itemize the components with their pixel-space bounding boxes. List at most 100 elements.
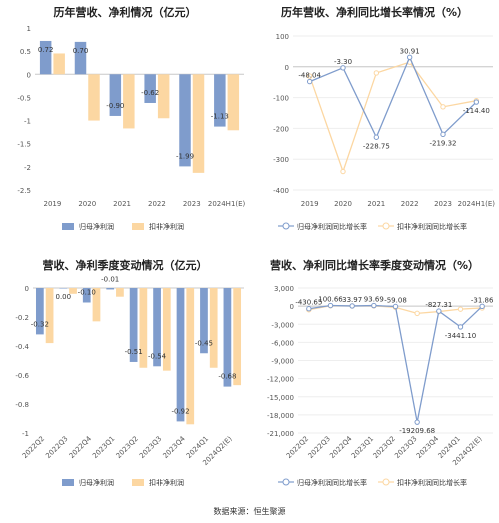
data-label: -3.30 [334, 58, 352, 66]
bar-parent-net-profit [106, 288, 115, 290]
y-tick-label: -0.6 [15, 372, 29, 380]
line-parent-net-profit-growth [308, 304, 483, 423]
bar-deducted-net-profit [233, 288, 242, 386]
y-tick-label: -100 [273, 95, 289, 103]
legend-label: 归母净利润 [79, 478, 114, 487]
y-tick-label: -1 [24, 118, 31, 126]
x-tick-label: 2023 [183, 200, 201, 208]
line-deducted-net-profit-growth [309, 61, 477, 174]
x-tick-label: 2022Q4 [328, 434, 354, 460]
annual-profit-panel: 历年营收、净利情况（亿元） 1 0.5 0 -0.5 -1 -1.5 -2 -2.5 0.72 0… [0, 0, 250, 250]
bar-deducted-net-profit [69, 288, 77, 294]
bar-parent-net-profit [144, 74, 156, 103]
legend-swatch [62, 223, 74, 230]
data-label: -1.99 [176, 152, 194, 160]
data-label: -827.31 [425, 301, 452, 309]
data-label: -0.32 [31, 320, 49, 328]
y-tick-label: 3,000 [274, 285, 294, 293]
y-tick-label: 0 [27, 71, 31, 79]
x-tick-label: 2021 [367, 200, 385, 208]
x-tick-label: 2019 [44, 200, 62, 208]
y-tick-label: -0.2 [15, 314, 29, 322]
chart-title: 历年营收、净利情况（亿元） [53, 6, 197, 19]
line-point [392, 303, 399, 310]
y-tick-label: 1 [27, 25, 31, 33]
bar-parent-net-profit [35, 288, 44, 335]
data-label: -19209.68 [399, 427, 435, 435]
data-label: -0.92 [171, 407, 189, 415]
y-tick-label: -15,000 [267, 394, 294, 402]
line-point [479, 303, 485, 310]
bar-parent-net-profit [153, 288, 161, 367]
x-tick-label: 2022Q3 [307, 435, 332, 460]
line-point [457, 324, 464, 330]
y-tick-label: -0.8 [15, 401, 29, 409]
data-label: -0.90 [106, 102, 124, 110]
legend-marker [382, 222, 390, 230]
x-tick-label: 2019 [301, 200, 319, 208]
data-label: -31.86 [471, 296, 494, 304]
bar-deducted-net-profit [92, 288, 101, 322]
legend-label: 归母净利润同比增长率 [297, 478, 367, 487]
x-tick-label: 2023Q1 [350, 435, 375, 460]
y-tick-label: -2.5 [17, 187, 31, 195]
annual-profit-chart: 1 0.5 0 -0.5 -1 -1.5 -2 -2.5 0.72 0.70 -0.90 -0.62 -… [17, 25, 246, 231]
bar-deducted-net-profit [227, 74, 240, 131]
line-point [371, 302, 377, 309]
data-label: -0.01 [101, 275, 119, 283]
line-point [440, 104, 446, 110]
y-tick-label: -400 [273, 187, 289, 195]
data-label: 33.97 [342, 296, 362, 304]
legend-marker [382, 478, 390, 486]
data-label: -0.10 [78, 289, 96, 297]
annual-growth-chart: 100 0 -100 -200 -300 -400 -48.04 -3.30 -228.75 30… [273, 33, 495, 231]
legend-label: 归母净利润同比增长率 [297, 222, 367, 231]
x-tick-label: 2022Q3 [44, 435, 69, 460]
chart-title: 营收、净利季度变动情况（亿元） [42, 259, 208, 272]
x-tick-label: 2023Q2 [115, 435, 140, 460]
line-point [440, 131, 446, 138]
bar-deducted-net-profit [53, 53, 65, 75]
source-note: 数据来源：恒生聚源 [213, 507, 286, 516]
data-label: -0.62 [141, 89, 159, 97]
chart-title: 历年营收、净利同比增长率情况（%） [280, 6, 469, 19]
data-label: -1.13 [211, 113, 229, 121]
x-tick-label: 2020 [78, 200, 96, 208]
bar-parent-net-profit [214, 74, 226, 127]
bar-parent-net-profit [109, 74, 122, 116]
data-label: -0.54 [148, 352, 167, 360]
line-point [414, 310, 420, 317]
line-point [414, 419, 420, 425]
legend-label: 扣非净利润同比增长率 [397, 478, 467, 487]
x-tick-label: 2023Q2 [372, 435, 397, 460]
quarterly-profit-panel: 营收、净利季度变动情况（亿元） 0 -0.2 -0.4 -0.6 -0.8 -1 -0.32… [0, 250, 250, 500]
data-label: -114.40 [463, 107, 490, 115]
legend-label: 扣非净利润 [149, 222, 184, 231]
line-point [373, 70, 380, 76]
line-point [340, 168, 346, 175]
bar-deducted-net-profit [123, 74, 135, 129]
x-tick-label: 2022Q2 [21, 435, 46, 460]
y-tick-label: -1.5 [17, 141, 31, 149]
line-point [306, 306, 312, 312]
line-point [436, 308, 442, 314]
bar-parent-net-profit [129, 288, 138, 362]
bar-parent-net-profit [74, 41, 87, 75]
y-tick-label: -21,000 [267, 430, 294, 438]
data-label: -430.65 [295, 299, 322, 307]
legend-marker [282, 222, 290, 230]
data-label: 0.72 [38, 46, 54, 54]
chart-title: 营收、净利同比增长率季度变动情况（%） [269, 259, 480, 272]
line-point [327, 302, 334, 309]
data-label: 0.00 [56, 293, 72, 301]
bar-deducted-net-profit [162, 288, 171, 371]
y-tick-label: 0 [290, 303, 294, 311]
x-tick-label: 2022 [401, 200, 419, 208]
bar-deducted-net-profit [88, 74, 100, 121]
legend-swatch [62, 479, 74, 486]
legend-swatch [132, 479, 144, 486]
bar-deducted-net-profit [45, 288, 54, 344]
x-tick-label: 2024H1(E) [208, 200, 246, 208]
bar-deducted-net-profit [186, 288, 195, 425]
data-label: 93.69 [364, 296, 384, 304]
